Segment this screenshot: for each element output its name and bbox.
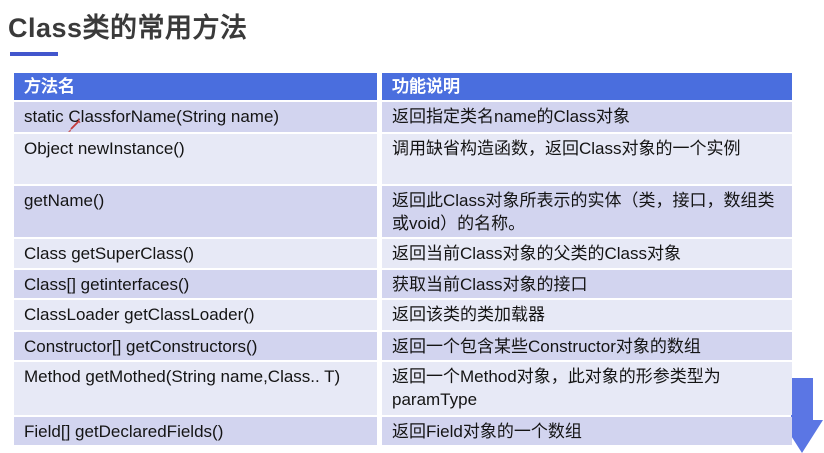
column-header-description: 功能说明: [382, 73, 792, 100]
method-cell: Class[] getinterfaces(): [14, 270, 377, 298]
title-underline-decoration: [10, 52, 58, 56]
desc-cell: 返回该类的类加载器: [382, 300, 792, 330]
desc-cell: 返回一个包含某些Constructor对象的数组: [382, 332, 792, 360]
method-cell: Class getSuperClass(): [14, 239, 377, 268]
methods-table: 方法名 功能说明 static ClassforName(String name…: [14, 73, 792, 447]
table-row: Method getMothed(String name,Class.. T) …: [14, 362, 792, 415]
desc-cell: 调用缺省构造函数，返回Class对象的一个实例: [382, 134, 792, 184]
method-cell: getName(): [14, 186, 377, 237]
page-title: Class类的常用方法: [8, 13, 248, 43]
table-row: Constructor[] getConstructors() 返回一个包含某些…: [14, 332, 792, 360]
table-row: getName() 返回此Class对象所表示的实体（类，接口，数组类 或voi…: [14, 186, 792, 237]
column-header-method: 方法名: [14, 73, 377, 100]
desc-cell: 返回Field对象的一个数组: [382, 417, 792, 445]
method-cell: Constructor[] getConstructors(): [14, 332, 377, 360]
table-row: Object newInstance() 调用缺省构造函数，返回Class对象的…: [14, 134, 792, 184]
desc-cell: 返回一个Method对象，此对象的形参类型为 paramType: [382, 362, 792, 415]
desc-cell: 返回此Class对象所表示的实体（类，接口，数组类 或void）的名称。: [382, 186, 792, 237]
desc-cell: 返回指定类名name的Class对象: [382, 102, 792, 132]
method-cell: Object newInstance(): [14, 134, 377, 184]
table-row: Class getSuperClass() 返回当前Class对象的父类的Cla…: [14, 239, 792, 268]
table-row: Class[] getinterfaces() 获取当前Class对象的接口: [14, 270, 792, 298]
method-cell: Method getMothed(String name,Class.. T): [14, 362, 377, 415]
method-cell: ClassLoader getClassLoader(): [14, 300, 377, 330]
desc-cell: 返回当前Class对象的父类的Class对象: [382, 239, 792, 268]
method-cell: static ClassforName(String name): [14, 102, 377, 132]
table-row: Field[] getDeclaredFields() 返回Field对象的一个…: [14, 417, 792, 445]
table-row: static ClassforName(String name) 返回指定类名n…: [14, 102, 792, 132]
table-header-row: 方法名 功能说明: [14, 73, 792, 100]
method-cell: Field[] getDeclaredFields(): [14, 417, 377, 445]
pen-cursor-icon: [68, 118, 81, 132]
desc-cell: 获取当前Class对象的接口: [382, 270, 792, 298]
table-row: ClassLoader getClassLoader() 返回该类的类加载器: [14, 300, 792, 330]
